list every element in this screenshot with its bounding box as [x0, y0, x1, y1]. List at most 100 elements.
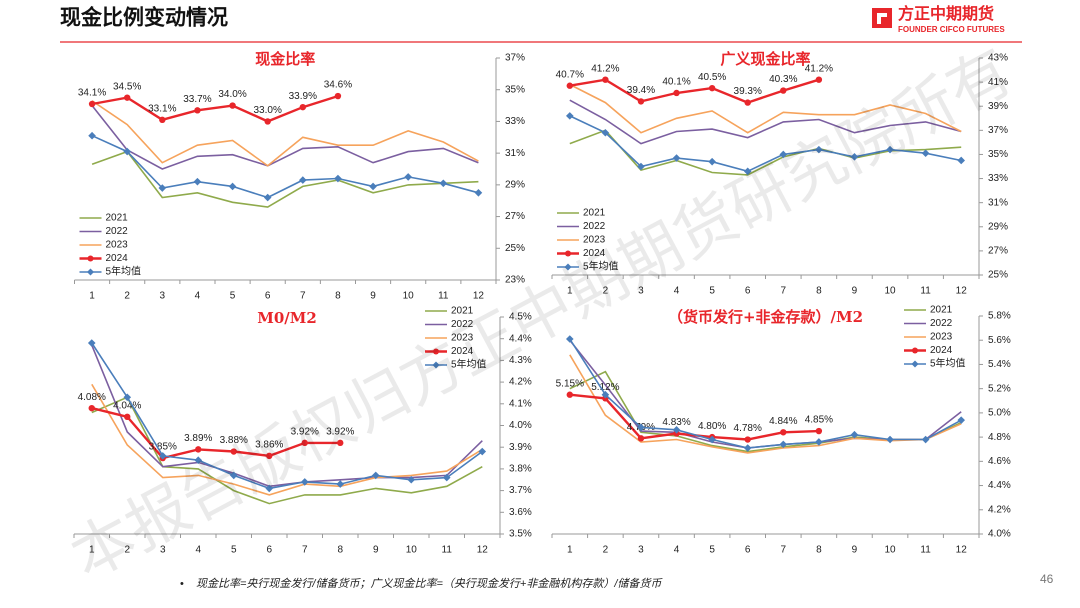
series-line: [91, 396, 483, 505]
data-label: 33.9%: [289, 91, 317, 102]
x-tick-label: 1: [89, 291, 95, 302]
point: [566, 82, 573, 89]
point: [673, 89, 680, 97]
point: [123, 147, 131, 156]
series-line: [569, 354, 962, 454]
x-tick-label: 9: [852, 545, 858, 556]
point: [265, 484, 274, 493]
data-label: 3.86%: [255, 440, 283, 451]
point: [478, 447, 487, 456]
point: [637, 423, 645, 432]
point: [195, 446, 202, 453]
logo-sub: FOUNDER CIFCO FUTURES: [898, 25, 1005, 34]
legend-marker: [87, 268, 94, 276]
legend-label: 5年均值: [106, 265, 142, 278]
y-tick-label: 27%: [505, 211, 525, 222]
data-label: 3.92%: [326, 427, 354, 438]
y-tick-label: 5.6%: [988, 335, 1011, 346]
y-tick-label: 35%: [505, 84, 525, 95]
legend-label: 2022: [106, 226, 129, 237]
series-line: [91, 100, 479, 167]
y-tick-label: 41%: [988, 77, 1008, 88]
point: [266, 452, 273, 460]
x-tick-label: 4: [195, 545, 201, 556]
point: [336, 480, 345, 488]
series-line: [91, 134, 479, 199]
point: [743, 444, 752, 452]
x-tick-label: 9: [370, 291, 376, 302]
point: [230, 448, 237, 455]
x-tick-label: 5: [709, 545, 715, 556]
point: [602, 76, 609, 83]
y-tick-label: 4.6%: [988, 456, 1011, 467]
chart-title: 广义现金比率: [720, 50, 810, 68]
page-number: 46: [1040, 572, 1054, 586]
x-tick-label: 2: [124, 545, 130, 556]
y-tick-label: 3.9%: [509, 442, 532, 453]
point: [123, 393, 132, 402]
x-tick-label: 6: [745, 545, 751, 556]
data-label: 3.89%: [184, 433, 212, 444]
series-line: [91, 105, 479, 170]
series-line: [569, 99, 962, 145]
data-label: 4.84%: [769, 416, 797, 427]
logo-icon-mark: [877, 13, 887, 24]
chart-title: 现金比率: [255, 50, 315, 68]
series-line: [91, 344, 483, 488]
x-tick-label: 4: [195, 291, 201, 302]
point: [228, 182, 237, 191]
x-tick-label: 7: [781, 286, 787, 297]
point: [637, 435, 645, 442]
x-tick-label: 5: [230, 291, 236, 302]
legend-marker: [912, 347, 918, 354]
point: [815, 438, 823, 446]
data-label: 4.83%: [662, 417, 690, 428]
point: [957, 416, 966, 424]
point: [815, 427, 823, 435]
point: [601, 390, 610, 399]
x-tick-label: 8: [337, 545, 343, 556]
point: [439, 179, 448, 188]
y-tick-label: 5.8%: [988, 311, 1011, 322]
point: [637, 98, 645, 105]
x-tick-label: 10: [406, 545, 418, 556]
data-label: 39.4%: [627, 85, 655, 96]
y-tick-label: 43%: [988, 53, 1008, 64]
x-tick-label: 12: [956, 286, 968, 297]
point: [158, 184, 167, 192]
y-tick-label: 33%: [988, 173, 1008, 184]
point: [672, 154, 681, 162]
y-tick-label: 5.0%: [988, 408, 1011, 419]
point: [88, 131, 96, 140]
x-tick-label: 1: [567, 286, 573, 297]
data-label: 34.5%: [113, 81, 141, 92]
point: [474, 188, 483, 197]
point: [708, 435, 716, 444]
data-label: 34.6%: [324, 80, 352, 91]
data-label: 40.3%: [769, 74, 797, 85]
point: [407, 475, 416, 484]
y-tick-label: 29%: [988, 221, 1008, 232]
point: [404, 173, 412, 181]
point: [850, 430, 859, 439]
x-tick-label: 7: [781, 545, 787, 556]
y-tick-label: 39%: [988, 101, 1008, 112]
series-line: [569, 115, 962, 173]
point: [229, 471, 238, 480]
legend-marker: [564, 263, 572, 271]
data-label: 33.7%: [183, 94, 211, 105]
point: [193, 177, 202, 186]
x-tick-label: 8: [816, 545, 822, 556]
point: [299, 103, 307, 111]
slide-title: 现金比例变动情况: [60, 6, 228, 30]
legend-label: 2021: [451, 306, 474, 317]
x-tick-label: 3: [638, 545, 644, 556]
y-tick-label: 23%: [505, 275, 525, 286]
y-tick-label: 25%: [988, 270, 1008, 281]
point: [301, 439, 308, 447]
logo-icon: [872, 8, 892, 28]
x-tick-label: 2: [603, 286, 609, 297]
legend-label: 2021: [930, 305, 953, 316]
